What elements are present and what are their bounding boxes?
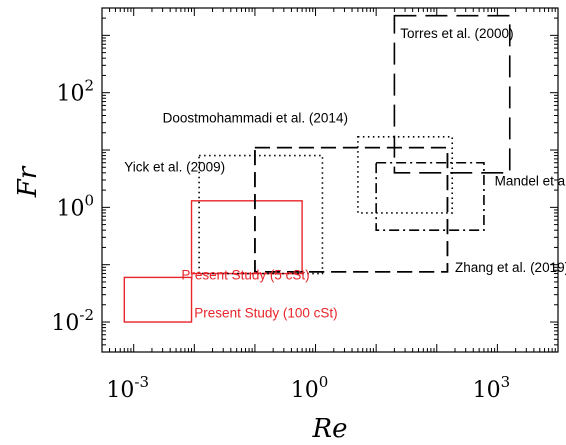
plot-frame: [101, 7, 559, 353]
region-label-present-100: Present Study (100 cSt): [194, 305, 337, 320]
y-tick-label: 102: [56, 77, 94, 107]
region-label-present-5: Present Study (5 cSt): [181, 268, 309, 283]
y-tick-label: 100: [56, 191, 94, 221]
region-present-5: [190, 200, 303, 275]
regions: [123, 14, 511, 323]
tick-marks: [101, 7, 559, 353]
region-label-mandel: Mandel et al. (2020): [495, 174, 566, 189]
region-label-yick: Yick et al. (2009): [124, 160, 225, 175]
region-zhang: [254, 146, 449, 273]
x-axis-title: Re: [312, 414, 348, 444]
x-tick-label: 10-3: [106, 373, 149, 403]
tick-labels: 10-3 100 103 10-2 100 102: [51, 77, 510, 403]
region-present-100: [123, 276, 193, 323]
region-mandel: [375, 161, 485, 231]
region-label-torres: Torres et al. (2000): [400, 26, 513, 41]
y-tick-label: 10-2: [51, 306, 94, 336]
region-label-doost: Doostmohammadi et al. (2014): [163, 111, 348, 126]
x-tick-label: 103: [473, 373, 511, 403]
x-tick-label: 100: [291, 373, 329, 403]
region-labels: Present Study (100 cSt) Present Study (5 …: [124, 26, 566, 321]
y-axis-title: Fr: [13, 165, 43, 198]
region-doost: [254, 146, 449, 273]
region-label-zhang: Zhang et al. (2019): [455, 260, 566, 275]
